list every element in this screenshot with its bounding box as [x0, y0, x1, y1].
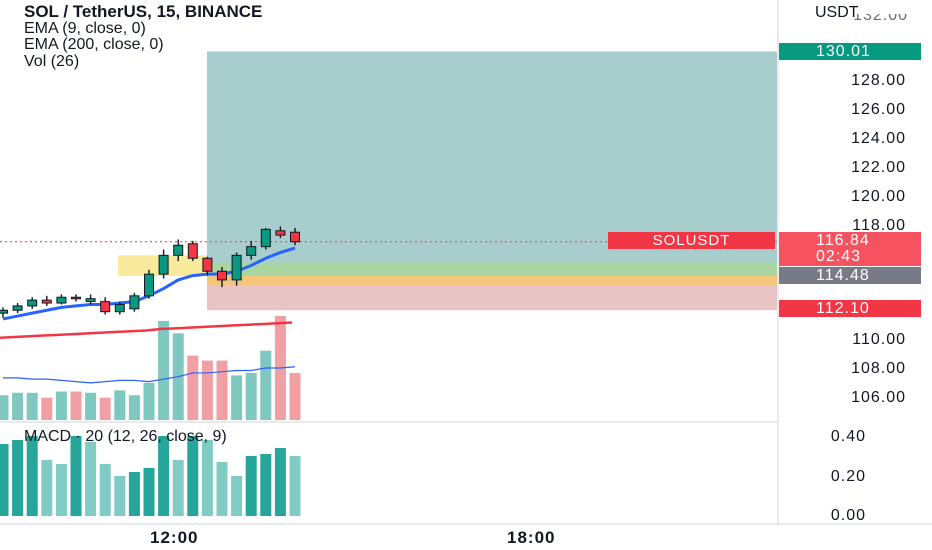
price-tick: 124.00: [851, 130, 906, 147]
volume-bar: [289, 372, 301, 420]
price-tick: 108.00: [851, 360, 906, 377]
price-tick: 118.00: [852, 217, 906, 234]
legend-volume[interactable]: Vol (26): [24, 52, 80, 70]
volume-bar: [114, 390, 126, 420]
volume-bar: [70, 391, 82, 420]
volume-bar: [201, 360, 213, 420]
macd-bar: [216, 462, 228, 516]
volume-bars: [0, 316, 301, 420]
macd-tick: 0.20: [830, 468, 866, 485]
candle-body: [85, 298, 96, 303]
price-tick: 128.00: [851, 72, 906, 89]
macd-bar: [26, 436, 38, 516]
volume-ma-line: [3, 366, 296, 384]
macd-bar: [245, 456, 257, 516]
macd-bar: [289, 456, 301, 516]
ema200-line: [0, 321, 293, 339]
volume-bar: [0, 395, 9, 420]
candle-body: [275, 230, 286, 236]
candle-body: [260, 228, 271, 248]
macd-bar: [274, 448, 286, 516]
volume-bar: [12, 392, 24, 420]
candle-body: [290, 231, 300, 243]
price-tick: 106.00: [851, 389, 906, 406]
price-tick-top: 132.00: [853, 14, 908, 24]
filled-loss-band: [207, 275, 777, 285]
macd-histogram: [0, 436, 301, 516]
candle-body: [173, 244, 184, 256]
macd-tick: 0.40: [830, 428, 866, 445]
macd-bar: [55, 464, 67, 516]
volume-bar: [55, 391, 67, 420]
time-tick: 18:00: [507, 528, 556, 547]
price-tick: 120.00: [851, 188, 906, 205]
candles[interactable]: [0, 226, 300, 318]
macd-bar: [143, 468, 155, 516]
last-price-value: 116.84: [816, 232, 870, 249]
volume-bar: [143, 382, 155, 420]
candle-body: [217, 270, 227, 281]
time-tick: 12:00: [150, 528, 199, 547]
candle-body: [56, 296, 67, 304]
macd-bar: [187, 436, 199, 516]
volume-bar: [187, 355, 199, 420]
volume-bar: [158, 320, 170, 420]
candle-body: [0, 309, 8, 314]
candle-body: [71, 296, 81, 300]
candle-body: [187, 243, 198, 259]
candle-body: [246, 246, 257, 256]
volume-bar: [245, 372, 257, 420]
volume-bar: [216, 360, 228, 420]
macd-bar: [172, 460, 184, 516]
candle-body: [231, 254, 242, 281]
volume-bar: [128, 395, 140, 420]
price-tick: 110.00: [852, 331, 906, 348]
macd-bar: [128, 472, 140, 516]
filled-profit-band: [207, 262, 777, 276]
macd-bar: [201, 440, 213, 516]
candle-body: [41, 299, 52, 304]
target-price-badge[interactable]: 130.01: [779, 43, 921, 60]
volume-bar: [26, 392, 38, 420]
macd-bar: [158, 436, 170, 516]
candle-body: [100, 301, 111, 313]
macd-bar: [12, 440, 24, 516]
price-tick: 126.00: [851, 101, 906, 118]
candle-body: [27, 299, 38, 307]
macd-bar: [114, 476, 126, 516]
volume-bar: [260, 350, 272, 420]
price-tick: 122.00: [851, 159, 906, 176]
symbol-title[interactable]: SOL / TetherUS, 15, BINANCE: [24, 2, 263, 21]
volume-bar: [41, 397, 53, 420]
legend-ema200[interactable]: EMA (200, close, 0): [24, 36, 164, 53]
position-zones[interactable]: [0, 51, 777, 311]
macd-bar: [231, 476, 243, 516]
chart-legend[interactable]: SOL / TetherUS, 15, BINANCE EMA (9, clos…: [24, 2, 263, 70]
stop-price-badge[interactable]: 112.10: [779, 300, 921, 317]
candle-body: [144, 273, 154, 297]
price-unit: USDT: [815, 4, 859, 21]
candle-body: [114, 303, 125, 313]
macd-bar: [41, 460, 53, 516]
macd-tick: 0.00: [830, 507, 866, 524]
symbol-price-badge: SOLUSDT: [608, 232, 775, 249]
candle-body: [202, 257, 213, 272]
candle-body: [129, 295, 140, 310]
macd-bar: [260, 454, 272, 516]
macd-bar: [0, 444, 9, 516]
entry-price-badge[interactable]: 114.48: [779, 267, 921, 284]
candle-body: [12, 305, 23, 311]
bar-countdown: 02:43: [816, 248, 862, 265]
volume-bar: [85, 392, 97, 420]
last-price-badge[interactable]: 116.84 02:43: [779, 232, 921, 266]
volume-bar: [99, 397, 111, 420]
macd-bar: [99, 464, 111, 516]
legend-ema9[interactable]: EMA (9, close, 0): [24, 19, 146, 37]
macd-bar: [85, 442, 97, 516]
candle-body: [158, 254, 169, 275]
macd-bar: [70, 436, 82, 516]
macd-legend[interactable]: MACD · 20 (12, 26, close, 9): [24, 428, 227, 445]
volume-bar: [231, 375, 243, 420]
